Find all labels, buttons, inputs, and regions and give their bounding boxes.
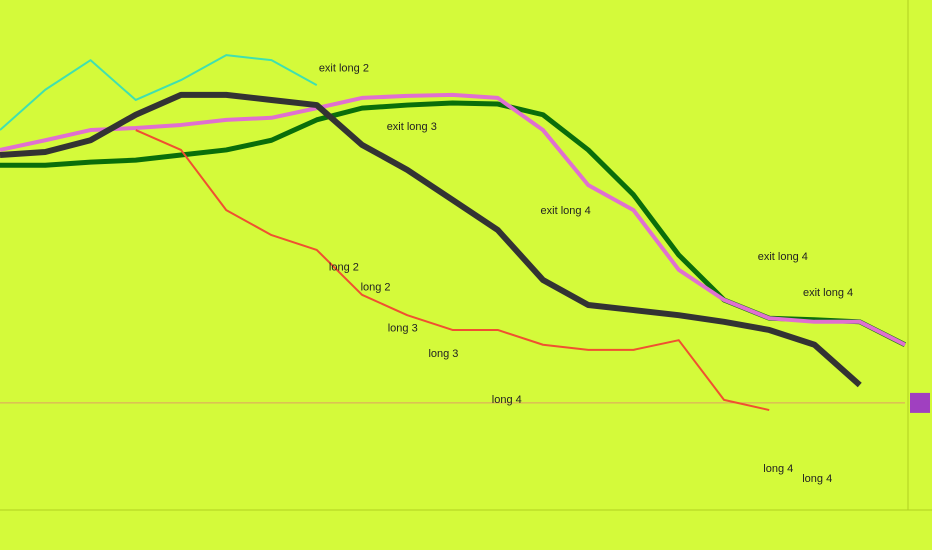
annotation: exit long 3 — [387, 121, 437, 133]
annotation: long 3 — [428, 348, 458, 360]
annotation: long 2 — [361, 282, 391, 294]
annotation: long 4 — [802, 473, 832, 485]
annotation: long 3 — [388, 323, 418, 335]
series-line — [135, 129, 770, 412]
annotation: long 4 — [763, 463, 793, 475]
annotation: long 4 — [492, 394, 522, 406]
annotation: long 2 — [329, 261, 359, 273]
price-marker — [910, 392, 930, 413]
annotation: exit long 4 — [803, 287, 853, 299]
annotation: exit long 2 — [319, 62, 369, 74]
series-line — [0, 91, 862, 388]
annotation: exit long 4 — [758, 251, 808, 263]
annotation: exit long 4 — [541, 205, 591, 217]
series-line — [0, 92, 906, 347]
series-line — [0, 54, 318, 131]
